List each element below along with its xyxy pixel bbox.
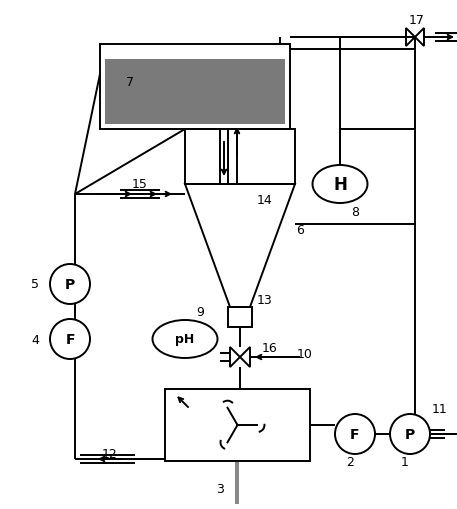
Bar xyxy=(228,307,252,327)
Text: 16: 16 xyxy=(262,341,278,354)
Polygon shape xyxy=(240,347,250,367)
Text: 10: 10 xyxy=(297,348,313,361)
Text: 2: 2 xyxy=(346,456,354,469)
Circle shape xyxy=(390,414,430,454)
Text: P: P xyxy=(405,427,415,441)
Text: 8: 8 xyxy=(351,206,359,219)
Circle shape xyxy=(50,265,90,304)
Text: 5: 5 xyxy=(31,278,39,291)
Text: 7: 7 xyxy=(126,75,134,89)
Circle shape xyxy=(50,319,90,359)
Text: 11: 11 xyxy=(432,403,448,416)
Text: H: H xyxy=(333,176,347,193)
Text: 15: 15 xyxy=(132,178,148,191)
Bar xyxy=(105,60,285,125)
Text: 3: 3 xyxy=(216,483,224,496)
Bar xyxy=(165,389,310,461)
Text: 17: 17 xyxy=(409,13,425,26)
Ellipse shape xyxy=(153,320,218,358)
Text: F: F xyxy=(350,427,360,441)
Text: 6: 6 xyxy=(296,223,304,236)
Bar xyxy=(185,130,295,185)
Ellipse shape xyxy=(313,165,367,204)
Text: 1: 1 xyxy=(401,456,409,469)
Text: F: F xyxy=(65,332,75,346)
Polygon shape xyxy=(230,347,240,367)
Text: 14: 14 xyxy=(257,193,273,206)
Text: 4: 4 xyxy=(31,333,39,346)
Text: 9: 9 xyxy=(196,305,204,318)
Circle shape xyxy=(335,414,375,454)
Bar xyxy=(100,45,290,130)
Text: 12: 12 xyxy=(102,447,118,461)
Text: pH: pH xyxy=(175,333,195,346)
Text: P: P xyxy=(65,277,75,292)
Text: 13: 13 xyxy=(257,293,273,306)
